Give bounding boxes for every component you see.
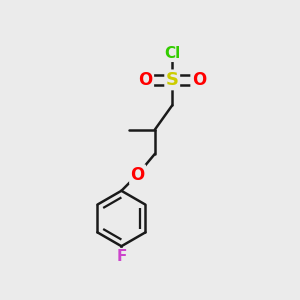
- Text: O: O: [130, 166, 145, 184]
- Text: Cl: Cl: [164, 46, 180, 61]
- Text: O: O: [192, 71, 206, 89]
- Text: O: O: [139, 71, 153, 89]
- Text: F: F: [116, 249, 127, 264]
- Text: S: S: [166, 71, 179, 89]
